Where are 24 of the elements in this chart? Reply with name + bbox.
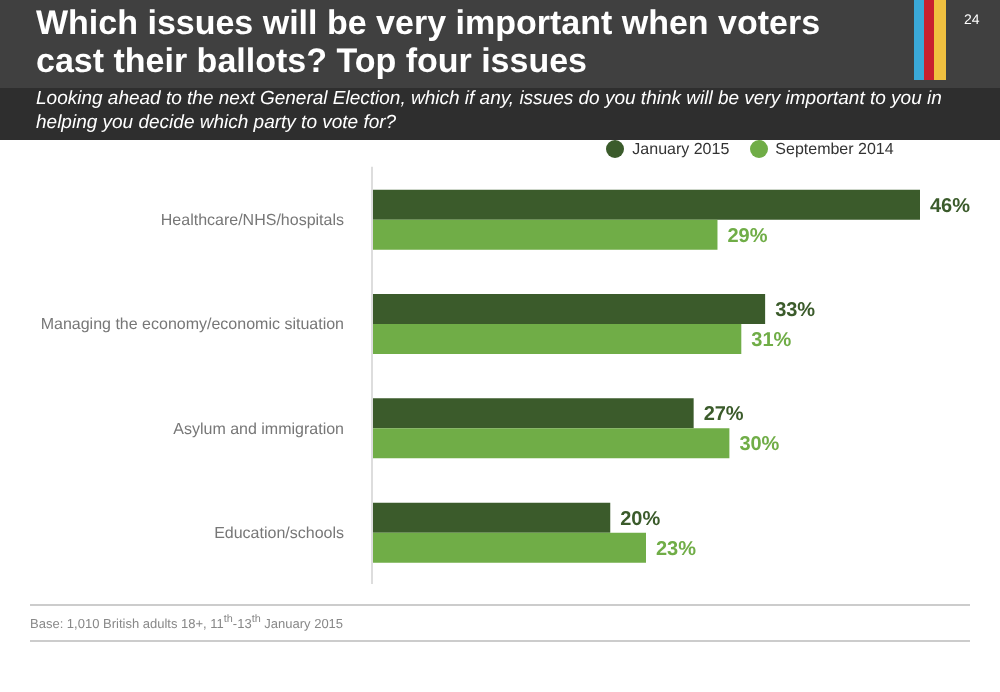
- y-tick-label: Managing the economy/economic situation: [40, 315, 344, 334]
- bar: [372, 189, 920, 220]
- data-label: 23%: [656, 538, 697, 561]
- data-label: 20%: [620, 508, 661, 531]
- y-tick-label: Healthcare/NHS/hospitals: [160, 210, 344, 229]
- chart-subtitle: Looking ahead to the next General Election, which if any, issues do you think will be very important to you in helping you decide which party to vote for?: [0, 88, 1000, 140]
- bar: [372, 294, 766, 325]
- bar: [372, 532, 646, 563]
- y-tick-label: Education/schools: [214, 523, 344, 542]
- data-label: 33%: [775, 300, 816, 323]
- data-label: 29%: [727, 225, 768, 248]
- bar: [372, 428, 730, 459]
- chart-title: Which issues will be very important when voters cast their ballots? Top four issues: [36, 4, 821, 80]
- y-tick-label: Asylum and immigration: [173, 419, 344, 438]
- bar: [372, 324, 742, 355]
- data-label: 46%: [930, 195, 971, 218]
- legend-label: January 2015: [632, 140, 730, 158]
- legend-label: September 2014: [775, 140, 894, 158]
- data-label: 31%: [751, 330, 792, 353]
- bar: [372, 502, 611, 533]
- data-label: 27%: [703, 404, 744, 427]
- bar: [372, 398, 694, 429]
- bar: [372, 219, 718, 250]
- data-label: 30%: [739, 434, 780, 457]
